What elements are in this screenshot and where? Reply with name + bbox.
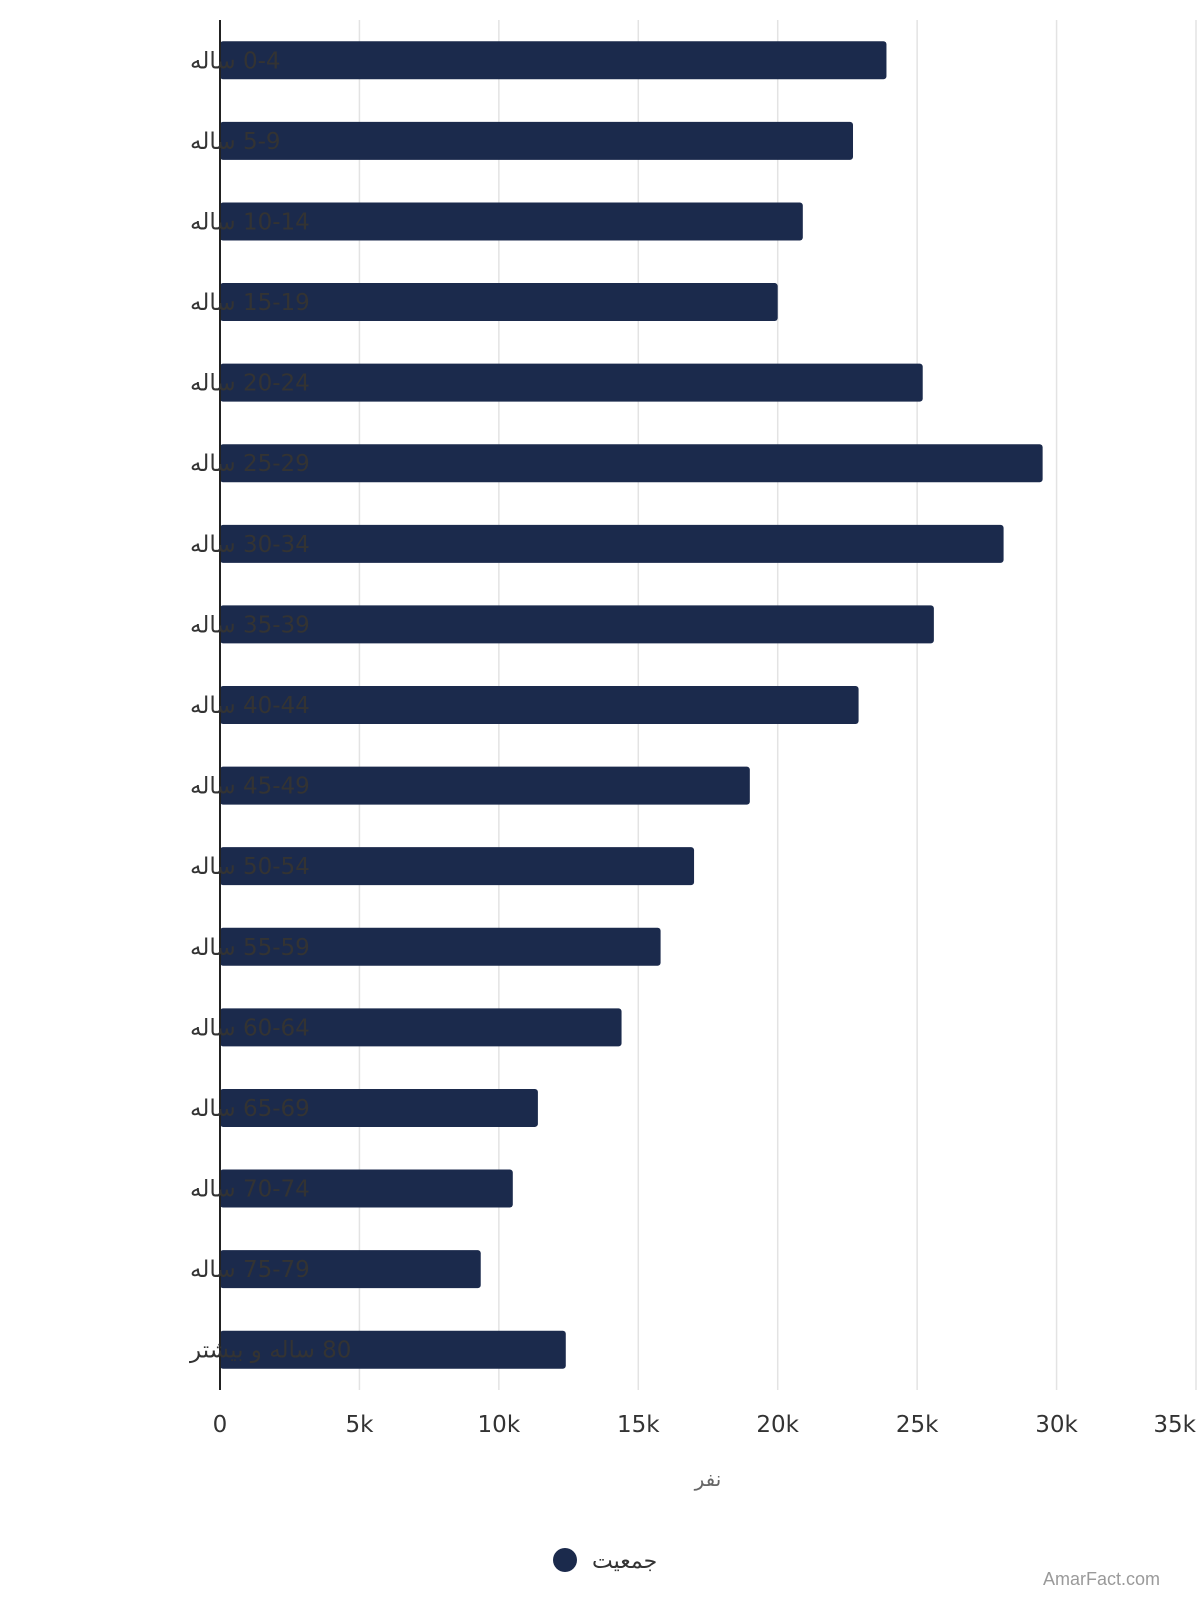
bar[interactable] — [220, 202, 803, 241]
x-axis-title: نفر — [694, 1467, 722, 1491]
x-tick-label: 15k — [617, 1412, 660, 1438]
bar[interactable] — [220, 41, 887, 80]
bar[interactable] — [220, 686, 859, 724]
category-label: 75-79 ساله — [190, 1257, 310, 1283]
bar[interactable] — [220, 766, 750, 805]
bar[interactable] — [220, 444, 1043, 483]
category-label: 10-14 ساله — [190, 209, 310, 235]
x-tick-label: 0 — [213, 1412, 228, 1438]
credit-text[interactable]: AmarFact.com — [1042, 1569, 1160, 1589]
x-tick-labels: 0 5k 10k 15k 20k 25k 30k 35k — [213, 1412, 1197, 1438]
category-labels: 0-4 ساله 5-9 ساله 10-14 ساله 15-19 ساله 20-2… — [189, 48, 351, 1363]
category-label: 30-34 ساله — [190, 532, 310, 558]
legend-marker — [553, 1548, 577, 1572]
bar[interactable] — [220, 1088, 538, 1127]
x-tick-label: 35k — [1153, 1412, 1196, 1438]
x-tick-label: 20k — [756, 1412, 799, 1438]
category-label: 40-44 ساله — [190, 693, 310, 719]
x-tick-label: 10k — [478, 1412, 521, 1438]
bar[interactable] — [220, 1330, 566, 1369]
x-tick-label: 30k — [1035, 1412, 1078, 1438]
bar[interactable] — [220, 605, 934, 644]
category-label: 35-39 ساله — [190, 612, 310, 638]
category-label: 45-49 ساله — [190, 774, 310, 800]
category-label: 70-74 ساله — [190, 1177, 310, 1203]
category-label: 50-54 ساله — [190, 854, 310, 880]
bar[interactable] — [220, 1169, 513, 1208]
x-tick-label: 5k — [345, 1412, 374, 1438]
category-label: 5-9 ساله — [190, 129, 281, 155]
bar[interactable] — [220, 847, 695, 886]
bars — [220, 41, 1043, 1369]
bar[interactable] — [220, 1250, 481, 1289]
legend-label: جمعیت — [592, 1549, 657, 1574]
category-label: 25-29 ساله — [190, 451, 310, 477]
bar[interactable] — [220, 363, 923, 402]
bar[interactable] — [220, 927, 661, 966]
category-label: 55-59 ساله — [190, 935, 310, 961]
category-label: 65-69 ساله — [190, 1096, 310, 1122]
legend[interactable]: جمعیت — [553, 1548, 657, 1574]
x-tick-label: 25k — [896, 1412, 939, 1438]
bar[interactable] — [220, 121, 854, 160]
bar[interactable] — [220, 524, 1004, 563]
category-label: 0-4 ساله — [190, 48, 281, 74]
bar[interactable] — [220, 1008, 622, 1047]
category-label: 15-19 ساله — [190, 290, 310, 316]
category-label: 20-24 ساله — [190, 371, 310, 397]
category-label: 60-64 ساله — [190, 1015, 310, 1041]
bar[interactable] — [220, 283, 778, 322]
category-label: 80 ساله و بیشتر — [189, 1338, 351, 1364]
